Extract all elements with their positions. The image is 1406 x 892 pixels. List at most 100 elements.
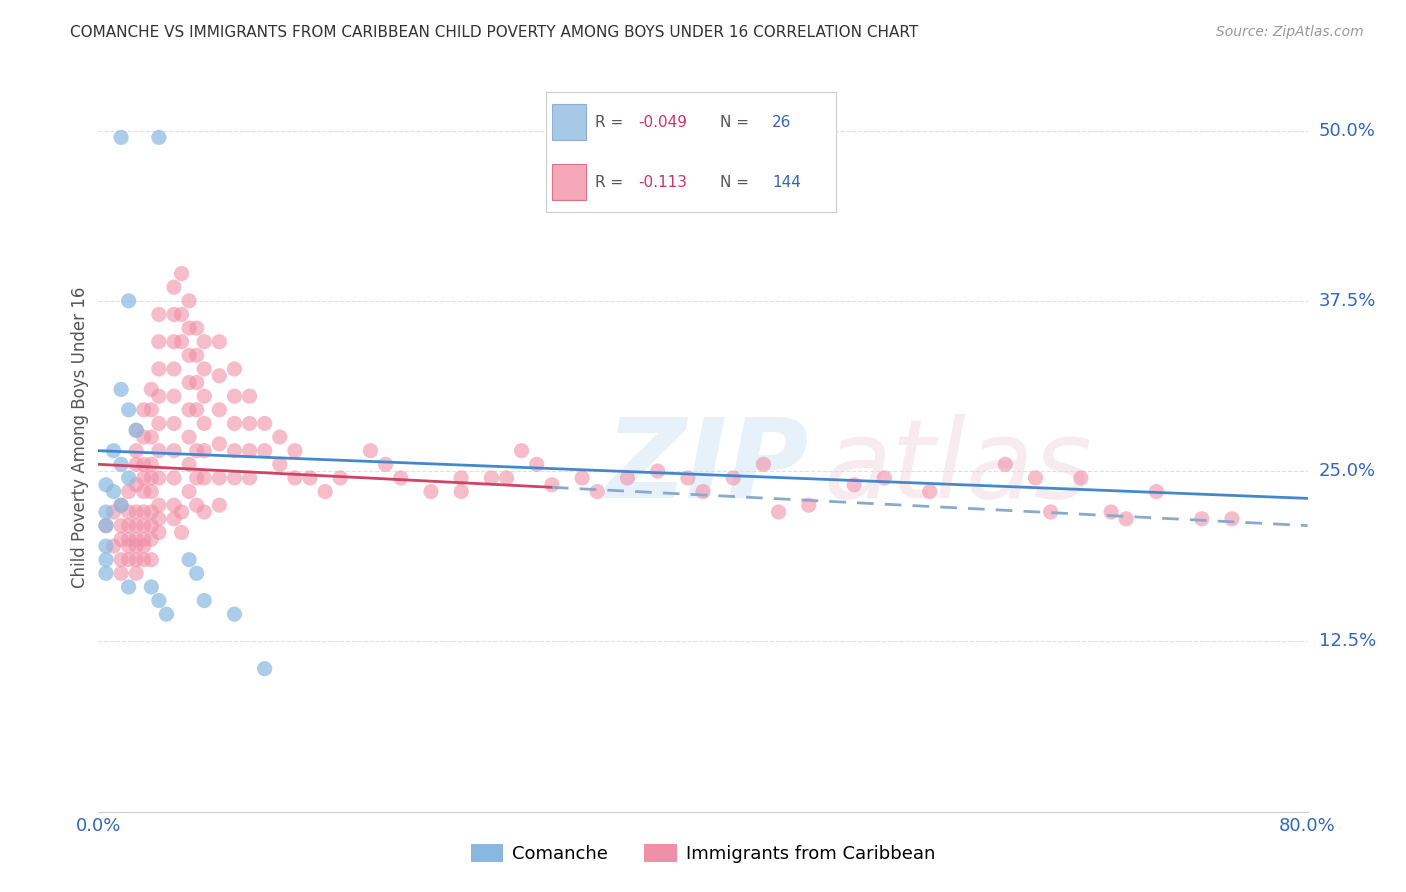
Point [186, 566, 208, 581]
Point [141, 505, 163, 519]
Point [110, 130, 132, 145]
Point [510, 443, 533, 458]
Point [314, 484, 336, 499]
Point [269, 430, 291, 444]
Point [148, 130, 170, 145]
Point [141, 458, 163, 472]
Point [103, 484, 125, 499]
Point [193, 389, 215, 403]
Point [148, 389, 170, 403]
Point [94, 518, 117, 533]
Point [132, 505, 155, 519]
Point [224, 443, 246, 458]
Point [208, 334, 231, 349]
Point [141, 383, 163, 397]
Point [193, 471, 215, 485]
Point [1099, 505, 1122, 519]
Point [873, 471, 896, 485]
Point [179, 484, 201, 499]
Point [647, 464, 669, 478]
Point [141, 552, 163, 566]
Point [495, 471, 517, 485]
Point [118, 552, 141, 566]
Point [768, 505, 790, 519]
Point [797, 498, 820, 512]
Point [125, 539, 148, 553]
Point [118, 293, 141, 308]
Y-axis label: Child Poverty Among Boys Under 16: Child Poverty Among Boys Under 16 [70, 286, 89, 588]
Point [224, 471, 246, 485]
Point [163, 443, 186, 458]
Point [224, 362, 246, 376]
Point [994, 458, 1017, 472]
Point [186, 443, 208, 458]
Point [110, 498, 132, 512]
Point [450, 471, 472, 485]
Point [186, 471, 208, 485]
Point [163, 389, 186, 403]
Point [163, 280, 186, 294]
Point [125, 533, 148, 547]
Point [186, 321, 208, 335]
Point [450, 484, 472, 499]
Point [163, 512, 186, 526]
Point [132, 484, 155, 499]
Point [360, 443, 382, 458]
Point [141, 402, 163, 417]
Point [1024, 471, 1046, 485]
Point [193, 334, 215, 349]
Point [1191, 512, 1213, 526]
Point [132, 471, 155, 485]
Point [118, 580, 141, 594]
Point [193, 443, 215, 458]
Point [389, 471, 412, 485]
Point [163, 308, 186, 322]
Point [193, 593, 215, 607]
Point [118, 539, 141, 553]
Point [125, 423, 148, 437]
Point [253, 662, 276, 676]
Point [481, 471, 503, 485]
Point [193, 362, 215, 376]
Point [103, 505, 125, 519]
Point [193, 505, 215, 519]
Point [179, 458, 201, 472]
Text: 12.5%: 12.5% [1319, 632, 1376, 650]
Point [125, 505, 148, 519]
Point [141, 471, 163, 485]
Text: ZIP: ZIP [606, 414, 810, 521]
Point [141, 430, 163, 444]
Point [141, 484, 163, 499]
Point [692, 484, 714, 499]
Point [118, 518, 141, 533]
Point [170, 267, 193, 281]
Point [163, 362, 186, 376]
Point [132, 533, 155, 547]
Point [540, 477, 562, 491]
Point [110, 533, 132, 547]
Point [141, 533, 163, 547]
Point [239, 417, 262, 431]
Point [179, 321, 201, 335]
Point [118, 533, 141, 547]
Point [329, 471, 352, 485]
Point [125, 518, 148, 533]
Point [94, 539, 117, 553]
Point [148, 498, 170, 512]
Point [148, 525, 170, 540]
Point [132, 430, 155, 444]
Point [118, 471, 141, 485]
Point [253, 443, 276, 458]
Point [239, 471, 262, 485]
Point [208, 368, 231, 383]
Point [132, 518, 155, 533]
Point [118, 402, 141, 417]
Point [103, 539, 125, 553]
Point [253, 417, 276, 431]
Point [844, 477, 866, 491]
Point [586, 484, 609, 499]
Point [110, 383, 132, 397]
Point [110, 566, 132, 581]
Point [170, 334, 193, 349]
Point [132, 458, 155, 472]
